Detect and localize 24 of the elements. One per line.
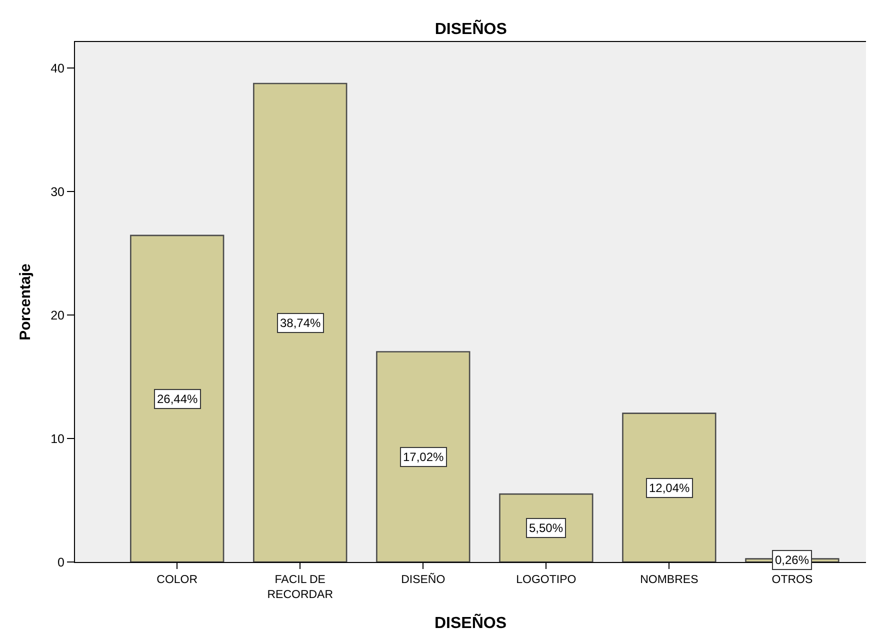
bar — [376, 351, 470, 562]
data-label: 17,02% — [403, 450, 444, 464]
data-label: 12,04% — [649, 481, 690, 495]
x-tick-label: OTROS — [772, 574, 813, 586]
chart-title: DISEÑOS — [434, 19, 508, 38]
data-label: 38,74% — [280, 316, 322, 330]
bar — [253, 82, 348, 562]
y-tick-label: 10 — [50, 432, 65, 446]
y-tick-label: 30 — [50, 184, 65, 199]
y-tick-label: 20 — [50, 308, 65, 322]
bar — [130, 234, 224, 562]
data-label: 26,44% — [157, 392, 198, 406]
y-tick-label: 40 — [50, 61, 65, 76]
x-tick-label: COLOR — [156, 574, 198, 586]
data-label: 5,50% — [529, 521, 564, 535]
y-tick-label: 0 — [58, 555, 65, 570]
x-tick-label: FACIL DE RECORDAR — [267, 574, 334, 601]
bar — [622, 412, 716, 562]
x-tick-label: NOMBRES — [640, 574, 699, 586]
data-label: 0,26% — [775, 553, 810, 567]
x-axis-title: DISEÑOS — [434, 613, 507, 632]
x-tick-label: DISEÑO — [401, 572, 446, 586]
y-axis-title: Porcentaje — [16, 264, 34, 340]
x-tick-label: LOGOTIPO — [516, 574, 576, 586]
